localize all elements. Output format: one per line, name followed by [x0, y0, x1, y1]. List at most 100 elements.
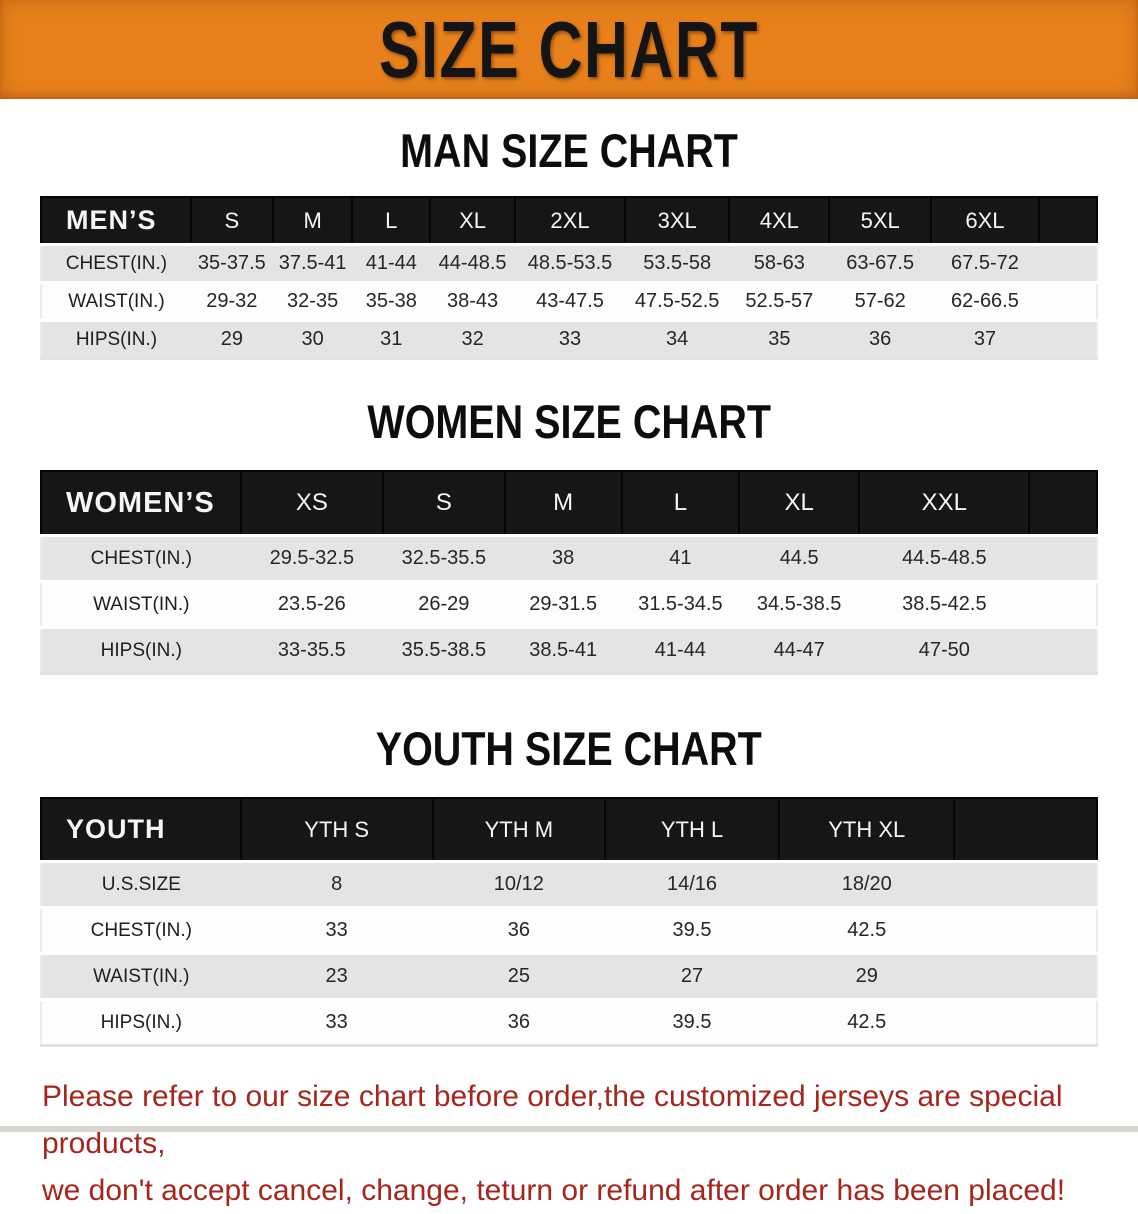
row-label: HIPS(IN.)	[40, 998, 241, 1047]
col-header: 4XL	[728, 196, 831, 246]
col-header: L	[351, 196, 432, 246]
size-value: 23.5-26	[240, 580, 384, 628]
row-label: WAIST(IN.)	[40, 281, 191, 321]
size-value: 38	[504, 534, 622, 582]
size-value: 29-31.5	[504, 580, 622, 628]
size-value: 57-62	[829, 281, 932, 321]
size-value: 33	[240, 906, 433, 954]
size-value: 36	[432, 998, 605, 1047]
size-value: 41-44	[352, 243, 431, 283]
size-value: 62-66.5	[931, 281, 1039, 321]
size-value: 26-29	[383, 580, 505, 628]
filler-cell	[954, 998, 1098, 1047]
size-value: 8	[240, 860, 433, 908]
filler-cell	[1028, 470, 1098, 537]
col-header: L	[620, 470, 740, 537]
filler-cell	[1038, 243, 1099, 283]
disclaimer-line-1: Please refer to our size chart before or…	[42, 1080, 1063, 1160]
col-header: XL	[737, 470, 861, 537]
size-value: 41	[621, 534, 739, 582]
men-section: MAN SIZE CHART MEN’S S M L XL 2XL 3XL 4X…	[0, 126, 1138, 360]
size-value: 36	[829, 319, 932, 360]
row-label: WAIST(IN.)	[40, 952, 241, 1000]
youth-size-table: YOUTH YTH S YTH M YTH L YTH XL U.S.SIZE …	[40, 797, 1098, 1047]
size-value: 52.5-57	[729, 281, 830, 321]
size-value: 38.5-41	[504, 626, 622, 675]
size-value: 33	[240, 998, 433, 1047]
size-value: 42.5	[779, 906, 955, 954]
disclaimer-note: Please refer to our size chart before or…	[42, 1073, 1138, 1214]
col-header: YTH XL	[778, 797, 956, 863]
size-value: 31	[352, 319, 431, 360]
row-label: HIPS(IN.)	[40, 626, 241, 675]
size-value: 34.5-38.5	[738, 580, 860, 628]
filler-cell	[1029, 580, 1098, 628]
size-value: 42.5	[779, 998, 955, 1047]
table-row: WAIST(IN.) 29-32 32-35 35-38 38-43 43-47…	[40, 281, 1099, 321]
col-header: YTH L	[603, 797, 781, 863]
size-value: 25	[432, 952, 605, 1000]
col-header: M	[271, 196, 354, 246]
size-value: 32-35	[272, 281, 353, 321]
size-value: 27	[604, 952, 780, 1000]
col-header: S	[189, 196, 274, 246]
size-value: 44.5	[738, 534, 860, 582]
men-section-heading-text: MAN SIZE CHART	[400, 124, 738, 177]
col-header: 6XL	[930, 196, 1040, 246]
col-header: M	[503, 470, 623, 537]
size-value: 23	[240, 952, 433, 1000]
youth-header-row: YOUTH YTH S YTH M YTH L YTH XL	[40, 797, 1098, 863]
row-label: U.S.SIZE	[40, 860, 241, 908]
filler-cell	[1029, 534, 1098, 582]
size-value: 63-67.5	[829, 243, 932, 283]
size-value: 38.5-42.5	[859, 580, 1030, 628]
size-value: 29	[190, 319, 273, 360]
size-value: 58-63	[729, 243, 830, 283]
size-value: 35.5-38.5	[383, 626, 505, 675]
size-value: 32	[430, 319, 516, 360]
size-value: 39.5	[604, 906, 780, 954]
row-label: CHEST(IN.)	[40, 243, 191, 283]
youth-table-title: YOUTH	[40, 797, 242, 863]
table-row: U.S.SIZE 8 10/12 14/16 18/20	[40, 860, 1098, 908]
women-table-title: WOMEN’S	[40, 470, 242, 537]
filler-cell	[953, 797, 1098, 863]
size-value: 37.5-41	[272, 243, 353, 283]
size-chart-banner: SIZE CHART	[0, 0, 1138, 99]
women-section-heading-text: WOMEN SIZE CHART	[367, 395, 771, 448]
size-value: 10/12	[432, 860, 605, 908]
bottom-edge-strip	[0, 1126, 1138, 1132]
size-value: 44-48.5	[430, 243, 516, 283]
size-value: 44-47	[738, 626, 860, 675]
size-value: 39.5	[604, 998, 780, 1047]
size-value: 47.5-52.5	[624, 281, 730, 321]
table-row: HIPS(IN.) 29 30 31 32 33 34 35 36 37	[40, 319, 1099, 360]
row-label: CHEST(IN.)	[40, 906, 241, 954]
size-value: 43-47.5	[515, 281, 625, 321]
size-value: 29-32	[190, 281, 273, 321]
men-size-table: MEN’S S M L XL 2XL 3XL 4XL 5XL 6XL CHEST…	[40, 196, 1099, 360]
size-value: 53.5-58	[624, 243, 730, 283]
size-value: 31.5-34.5	[621, 580, 739, 628]
size-value: 48.5-53.5	[515, 243, 625, 283]
size-value: 33-35.5	[240, 626, 384, 675]
men-section-heading: MAN SIZE CHART	[0, 126, 1138, 175]
youth-section-heading: YOUTH SIZE CHART	[0, 724, 1138, 773]
size-value: 29	[779, 952, 955, 1000]
size-value: 67.5-72	[931, 243, 1039, 283]
col-header: S	[382, 470, 506, 537]
women-section: WOMEN SIZE CHART WOMEN’S XS S M L XL XXL…	[0, 397, 1138, 675]
col-header: XS	[239, 470, 385, 537]
men-header-row: MEN’S S M L XL 2XL 3XL 4XL 5XL 6XL	[40, 196, 1099, 246]
row-label: WAIST(IN.)	[40, 580, 241, 628]
table-row: CHEST(IN.) 33 36 39.5 42.5	[40, 906, 1098, 954]
filler-cell	[1037, 196, 1099, 246]
size-value: 34	[624, 319, 730, 360]
col-header: 3XL	[623, 196, 731, 246]
youth-section-heading-text: YOUTH SIZE CHART	[375, 722, 763, 775]
filler-cell	[954, 860, 1098, 908]
table-row: HIPS(IN.) 33 36 39.5 42.5	[40, 998, 1098, 1047]
table-row: CHEST(IN.) 35-37.5 37.5-41 41-44 44-48.5…	[40, 243, 1099, 283]
size-value: 47-50	[859, 626, 1030, 675]
size-value: 38-43	[430, 281, 516, 321]
